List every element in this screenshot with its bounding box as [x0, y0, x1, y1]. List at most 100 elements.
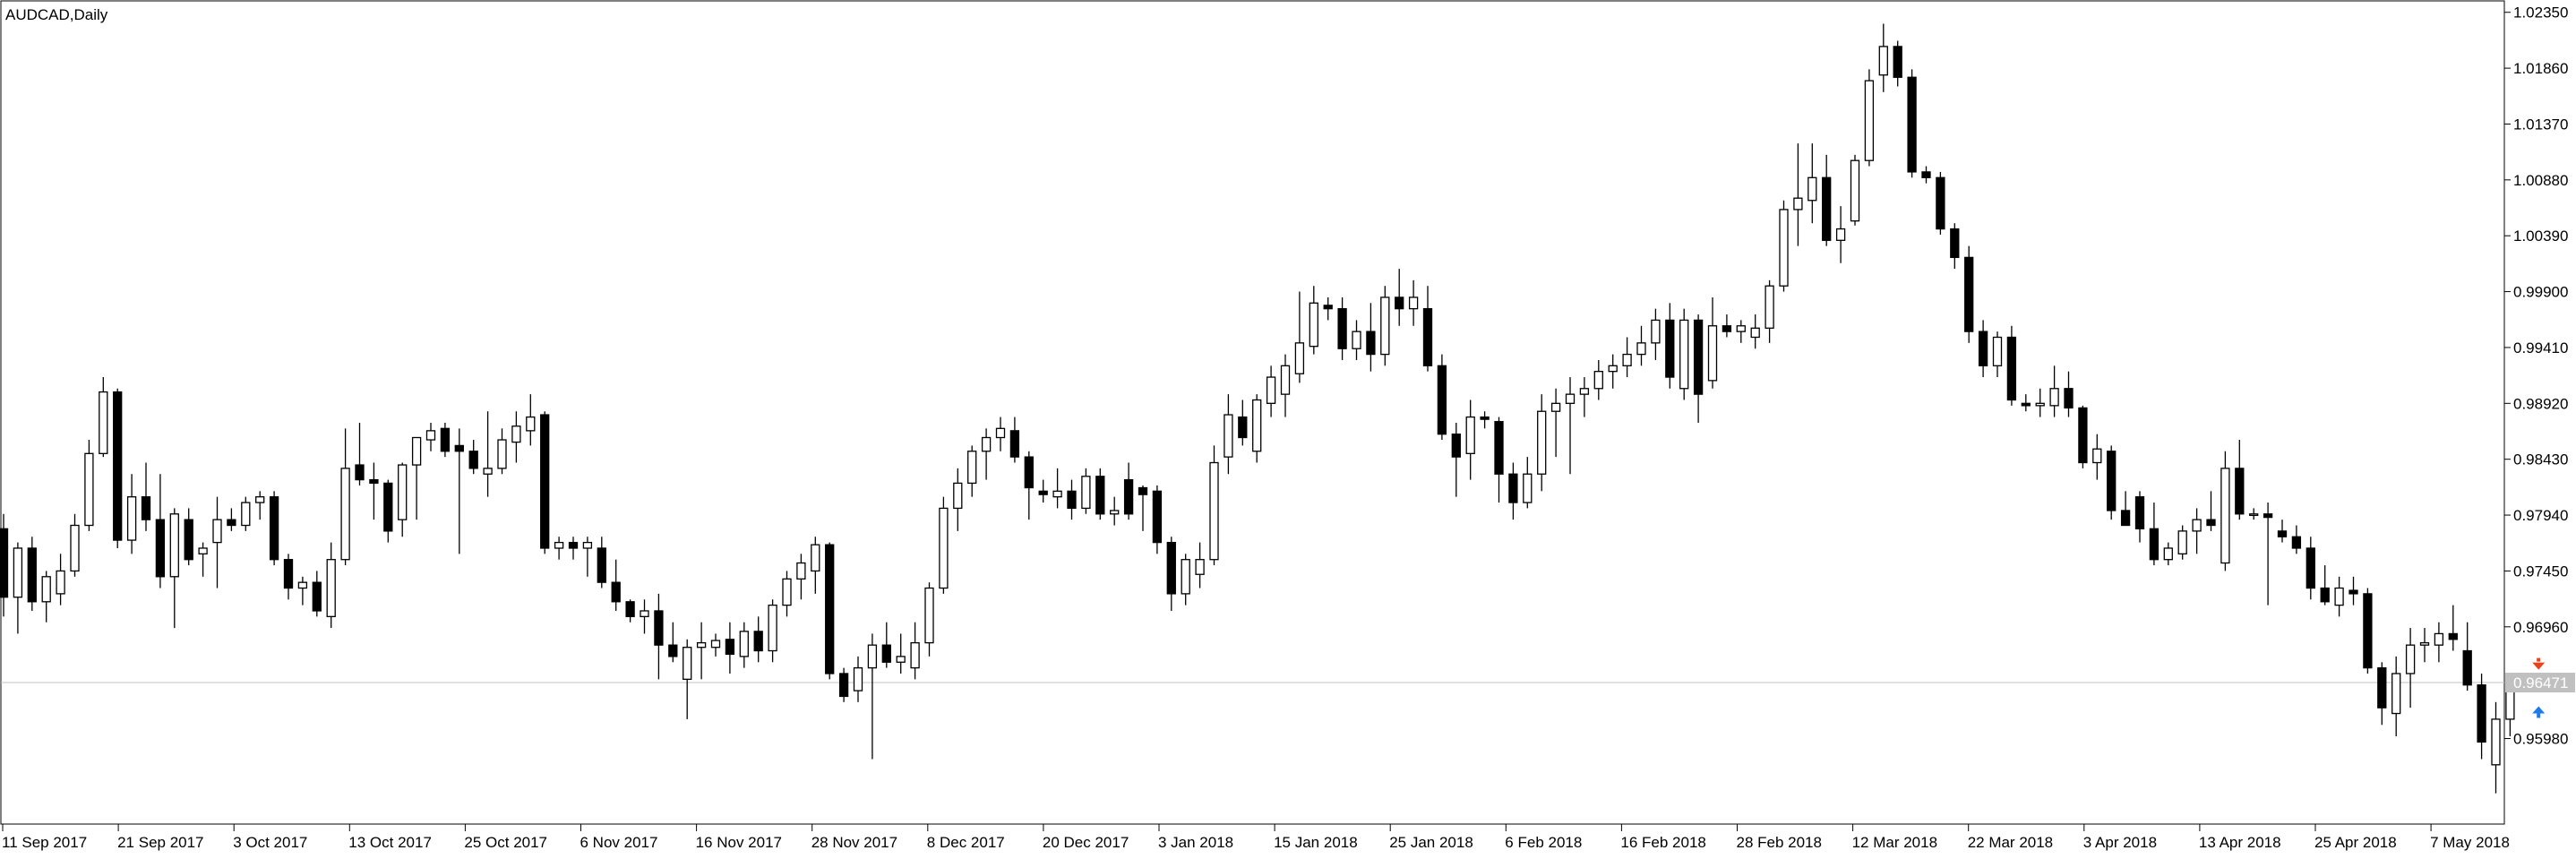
candle [1138, 485, 1148, 531]
candle [1480, 411, 1490, 429]
candle [340, 428, 350, 566]
buy-arrow-icon [2532, 706, 2546, 718]
candle-body-bearish [1337, 308, 1347, 349]
candle-body-bullish [255, 496, 265, 503]
candle-body-bearish [0, 528, 9, 598]
x-tick-label: 20 Dec 2017 [1043, 834, 1129, 851]
y-tick-label: 0.98430 [2513, 451, 2568, 468]
candle [1052, 468, 1062, 509]
candle [2405, 628, 2416, 709]
candle-body-bullish [782, 578, 792, 606]
candle [1323, 296, 1333, 321]
candle [2134, 491, 2145, 543]
candle [597, 537, 606, 588]
candle [1707, 296, 1718, 389]
candle-body-bearish [440, 427, 451, 452]
candle [2049, 365, 2059, 417]
candle [2334, 576, 2344, 617]
candle-body-bullish [56, 570, 65, 595]
candle [1907, 69, 1917, 178]
candle [2092, 434, 2102, 480]
candle [1508, 462, 1518, 520]
candle [2448, 605, 2458, 651]
candle [113, 388, 123, 548]
candle-body-bearish [269, 496, 279, 561]
candle-body-bullish [2192, 519, 2202, 532]
candle-body-bullish [1465, 416, 1475, 454]
candle [440, 422, 451, 458]
y-tick-label: 1.00880 [2513, 172, 2568, 189]
candle-body-bearish [1123, 478, 1134, 515]
candle [70, 513, 80, 577]
candle-body-bearish [1038, 490, 1048, 495]
candle [84, 440, 94, 531]
candle [981, 428, 992, 480]
candle [1537, 394, 1547, 492]
candle-body-bearish [753, 631, 763, 652]
candle [126, 474, 137, 554]
candle-body-bullish [1765, 285, 1774, 329]
candle-body-bullish [297, 581, 308, 589]
x-tick-label: 3 Apr 2018 [2083, 834, 2157, 851]
candle-body-bullish [411, 436, 422, 466]
candle [1337, 296, 1347, 360]
candle-body-bullish [1793, 197, 1803, 210]
candle-body-bearish [2277, 530, 2288, 537]
candle [953, 468, 963, 531]
candle [1067, 479, 1077, 520]
candle-body-bullish [1593, 371, 1603, 390]
y-tick-label: 1.02350 [2513, 4, 2568, 21]
candle [2320, 565, 2330, 606]
candle [1195, 542, 1205, 588]
x-tick-label: 8 Dec 2017 [927, 834, 1005, 851]
candle [369, 462, 379, 520]
candle-body-bullish [511, 425, 521, 443]
candle-body-bullish [981, 436, 992, 452]
candle-body-bullish [554, 541, 564, 549]
candle-body-bullish [2419, 641, 2430, 646]
candle [910, 622, 920, 680]
candle-body-bullish [867, 644, 878, 669]
candle [198, 542, 208, 577]
candle-body-bearish [2149, 528, 2160, 561]
x-tick-label: 7 May 2018 [2430, 834, 2510, 851]
candle [1964, 245, 1974, 343]
candle-body-bullish [1579, 388, 1590, 395]
candle [1024, 451, 1034, 520]
candle [2064, 371, 2074, 417]
candle-body-bearish [454, 444, 464, 452]
y-tick-label: 1.01860 [2513, 60, 2568, 77]
candle-body-bullish [1352, 331, 1361, 349]
candle [255, 491, 265, 520]
candle-body-bearish [1494, 421, 1504, 475]
price-axis[interactable]: 1.02350 1.01860 1.01370 1.00880 1.00390 0.999… [2504, 4, 2575, 748]
candle-body-bullish [1707, 325, 1718, 382]
candle-body-bullish [2177, 530, 2187, 554]
candle [2277, 520, 2288, 543]
candle-body-bearish [1964, 256, 1974, 332]
candle [212, 496, 222, 588]
candle-body-bullish [241, 502, 251, 527]
candle [2220, 451, 2230, 571]
candle-body-bullish [1523, 473, 1533, 503]
time-axis[interactable]: 11 Sep 2017 21 Sep 2017 3 Oct 2017 13 Oct 2… [2, 824, 2510, 851]
candle [1878, 23, 1888, 92]
candle [1209, 445, 1219, 566]
candle [554, 537, 564, 560]
y-tick-label: 0.96960 [2513, 619, 2568, 636]
candle [1593, 359, 1603, 400]
candle-body-bullish [1622, 353, 1632, 366]
candle-body-bearish [1921, 171, 1931, 178]
candle [1665, 303, 1675, 389]
candle-body-bearish [2120, 510, 2131, 527]
candle-body-bearish [468, 451, 478, 469]
x-tick-label: 21 Sep 2017 [117, 834, 203, 851]
candle [1950, 223, 1960, 270]
candle-body-bearish [155, 519, 166, 578]
candle-body-bearish [1893, 46, 1902, 78]
candle [1408, 279, 1419, 326]
candle [2163, 542, 2173, 566]
candle [540, 411, 550, 554]
